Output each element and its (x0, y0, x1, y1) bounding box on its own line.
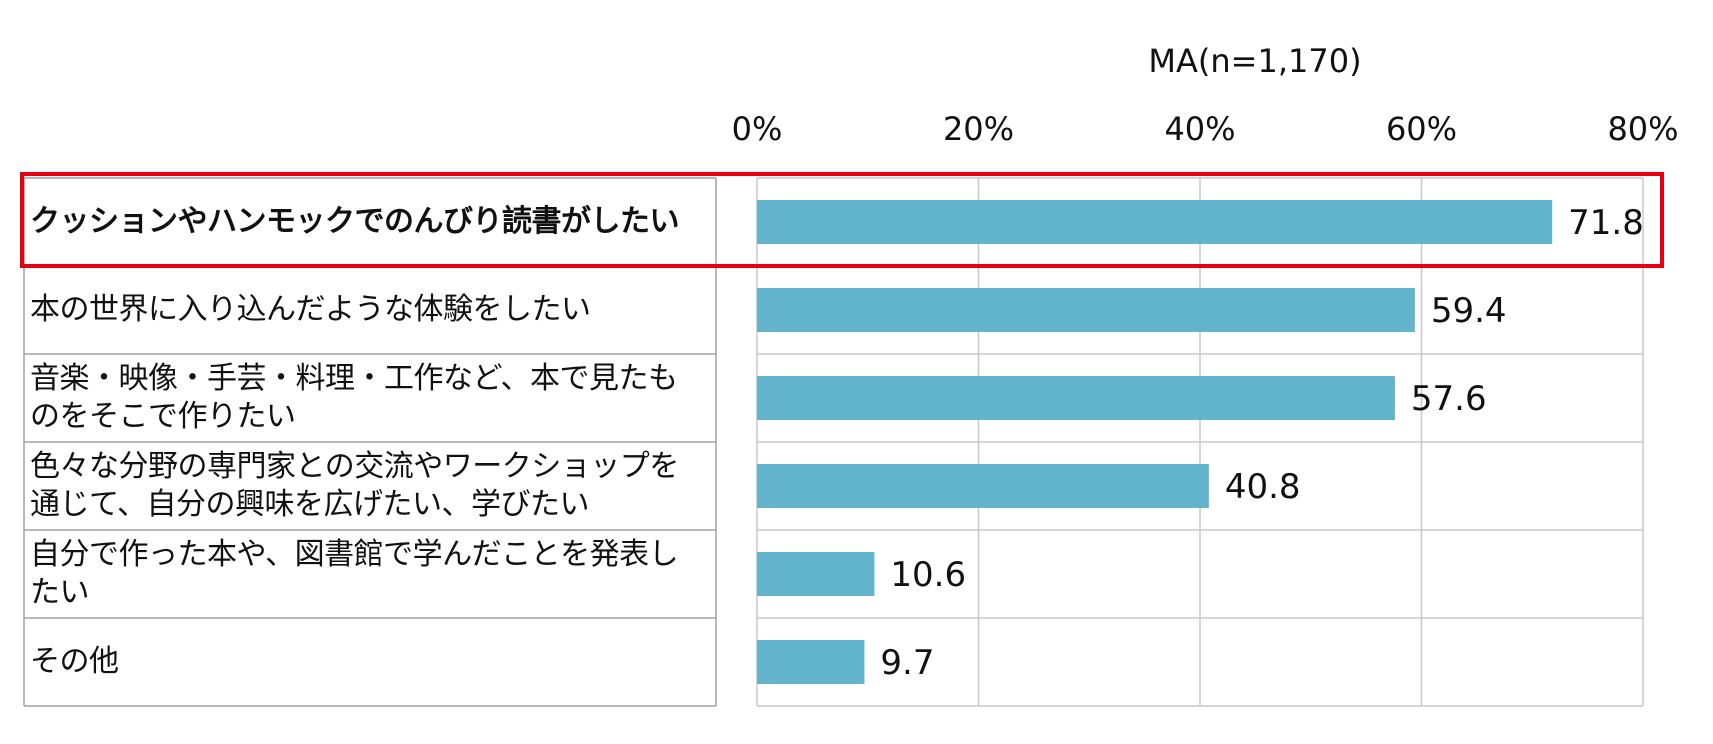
category-label-2: 音楽・映像・手芸・料理・工作など、本で見たものをそこで作りたい (30, 361, 678, 434)
category-label-4: 自分で作った本や、図書館で学んだことを発表したい (30, 537, 679, 610)
value-label-1: 59.4 (1431, 291, 1507, 331)
value-label-3: 40.8 (1225, 467, 1301, 507)
value-label-4: 10.6 (890, 555, 966, 595)
value-label-2: 57.6 (1411, 379, 1487, 419)
category-label-3: 色々な分野の専門家との交流やワークショップを通じて、自分の興味を広げたい、学びた… (30, 449, 679, 522)
tick-label-4: 80% (1607, 110, 1678, 148)
category-label-1: 本の世界に入り込んだような体験をしたい (30, 292, 591, 327)
value-label-0: 71.8 (1568, 203, 1644, 243)
tick-label-1: 20% (943, 110, 1014, 148)
bar-3 (757, 464, 1209, 508)
tick-label-0: 0% (732, 110, 783, 148)
bars (757, 200, 1553, 684)
bar-2 (757, 376, 1395, 420)
bar-0 (757, 200, 1553, 244)
x-axis-ticks: 0% 20% 40% 60% 80% (732, 110, 1679, 148)
tick-label-2: 40% (1164, 110, 1235, 148)
value-label-5: 9.7 (880, 643, 934, 683)
highlight-frame (20, 172, 1664, 268)
value-labels: 71.8 59.4 57.6 40.8 10.6 9.7 (880, 203, 1643, 683)
tick-label-3: 60% (1386, 110, 1457, 148)
sample-note: MA(n=1,170) (1148, 42, 1361, 80)
bar-1 (757, 288, 1415, 332)
category-label-5: その他 (30, 644, 119, 679)
bar-5 (757, 640, 865, 684)
bar-4 (757, 552, 875, 596)
category-label-0: クッションやハンモックでのんびり読書がしたい (30, 204, 680, 239)
